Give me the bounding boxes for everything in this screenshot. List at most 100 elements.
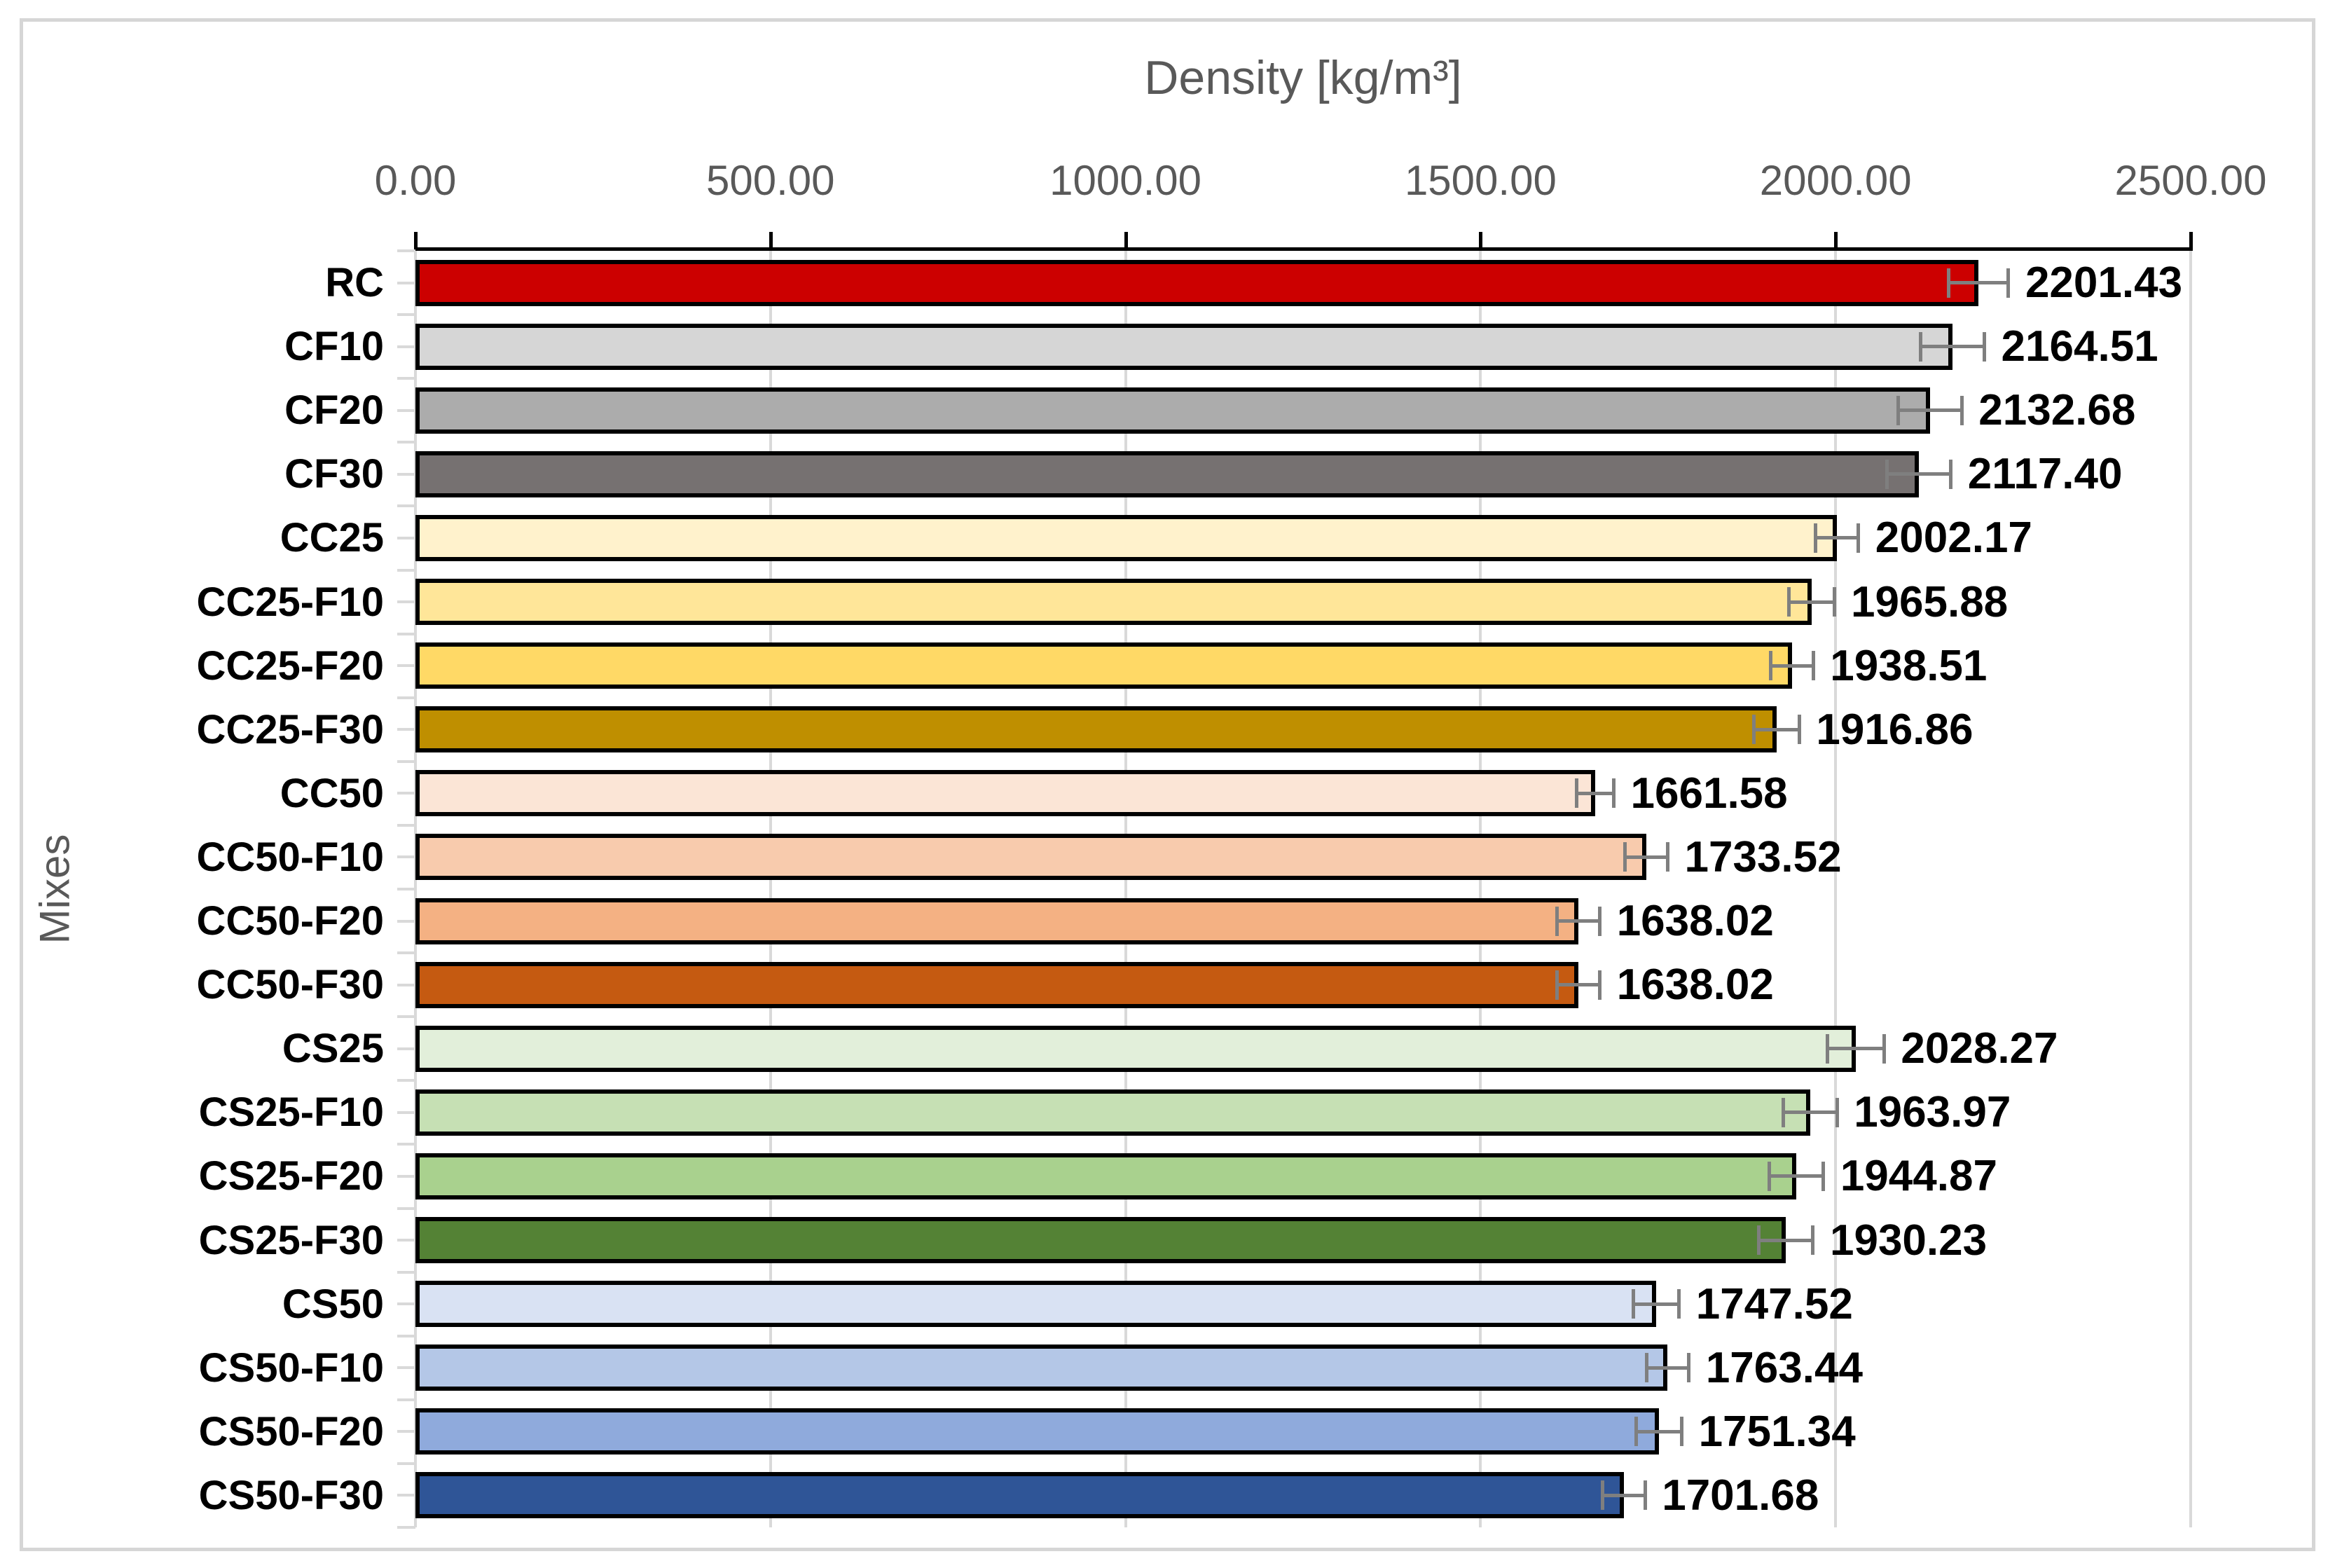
y-axis-tick [397,1047,415,1050]
x-axis-tick [1124,232,1128,251]
category-label: CC50-F10 [196,834,384,880]
y-axis-tick [397,377,415,380]
x-axis-tick-label: 500.00 [706,157,835,204]
value-label: 1638.02 [1616,961,1774,1010]
error-bar-cap-right [2006,268,2011,298]
error-bar-line [1815,536,1859,540]
error-bar-cap-left [1814,523,1818,553]
value-label: 2028.27 [1901,1024,2058,1073]
x-axis-tick [769,232,773,251]
y-axis-tick [397,504,415,508]
error-bar-cap-right [1949,459,1953,489]
error-bar-cap-right [1797,715,1801,745]
error-bar-cap-left [1555,970,1559,1000]
error-bar-line [1769,1174,1824,1178]
category-label: CF30 [284,451,384,497]
error-bar-line [1636,1429,1682,1433]
error-bar-line [1920,345,1985,349]
error-bar-cap-right [1882,1033,1886,1064]
error-bar-cap-left [1632,1289,1636,1319]
value-label: 1733.52 [1684,832,1842,881]
error-bar-cap-right [1821,1161,1826,1191]
error-bar-cap-left [1623,842,1627,872]
bar [415,1345,1668,1391]
error-bar-cap-right [1857,523,1861,553]
value-label: 1638.02 [1616,897,1774,945]
value-label: 2002.17 [1875,514,2032,563]
bar [415,642,1792,689]
category-label: CC50-F20 [196,898,384,944]
error-bar-cap-right [1832,587,1836,617]
y-axis-tick [397,249,415,252]
category-label: CF20 [284,387,384,434]
error-bar-cap-right [1680,1417,1684,1447]
y-axis-tick [397,1270,415,1274]
bar [415,1408,1660,1455]
bar [415,1025,1856,1072]
bar [415,898,1579,944]
error-bar-cap-left [1757,1225,1761,1256]
error-bar-cap-left [1751,715,1756,745]
error-bar-cap-right [1666,842,1669,872]
x-axis-tick [1479,232,1483,251]
y-axis-tick [397,281,415,284]
error-bar-cap-left [1644,1353,1648,1383]
vertical-gridline [414,251,417,1527]
y-axis-tick [397,313,415,317]
error-bar-line [1754,727,1800,731]
error-bar-line [1646,1366,1689,1370]
error-bar-line [1827,1047,1885,1051]
error-bar-cap-left [1918,331,1922,362]
value-label: 1916.86 [1816,705,1974,754]
vertical-gridline [1479,251,1482,1527]
error-bar-cap-left [1600,1480,1604,1511]
vertical-gridline [1124,251,1127,1527]
error-bar-line [1789,600,1835,604]
bar [415,770,1596,817]
bar [415,514,1838,561]
vertical-gridline [2189,251,2192,1527]
error-bar-cap-right [1677,1289,1681,1319]
category-label: CC25-F30 [196,706,384,752]
y-axis-tick [397,441,415,444]
y-axis-tick [397,1334,415,1337]
bar [415,387,1930,434]
error-bar-cap-left [1768,651,1772,681]
value-label: 1938.51 [1830,641,1988,690]
error-bar-line [1770,663,1814,668]
category-label: CC25-F20 [196,642,384,689]
error-bar-line [1887,472,1951,476]
error-bar-cap-left [1768,1161,1772,1191]
value-label: 1747.52 [1695,1279,1853,1328]
x-axis-tick-label: 1500.00 [1404,157,1557,204]
error-bar-cap-right [1598,970,1602,1000]
error-bar-line [1898,408,1962,413]
error-bar-cap-left [1825,1033,1829,1064]
error-bar-cap-right [1811,651,1815,681]
y-axis-tick [397,919,415,923]
error-bar-cap-left [1555,906,1559,936]
x-axis-tick-label: 1000.00 [1049,157,1202,204]
error-bar-cap-left [1896,395,1900,425]
bar [415,451,1920,497]
value-label: 1965.88 [1851,577,2009,626]
error-bar-cap-right [1612,778,1616,809]
error-bar-line [1758,1238,1813,1242]
y-axis-tick [397,1174,415,1178]
category-label: RC [325,260,384,305]
value-label: 2117.40 [1967,450,2123,499]
error-bar-cap-left [1575,778,1579,809]
category-label: CS50-F30 [198,1472,384,1518]
y-axis-tick [397,408,415,412]
category-label: CS25-F20 [198,1153,384,1199]
y-axis-tick [397,1110,415,1114]
error-bar-cap-right [1835,1097,1839,1127]
error-bar-cap-right [1983,331,1987,362]
error-bar-cap-right [1643,1480,1647,1511]
error-bar-line [1783,1110,1838,1115]
error-bar-cap-right [1959,395,1964,425]
bar [415,259,1979,306]
chart-title: Density [kg/m³] [1144,51,1462,104]
